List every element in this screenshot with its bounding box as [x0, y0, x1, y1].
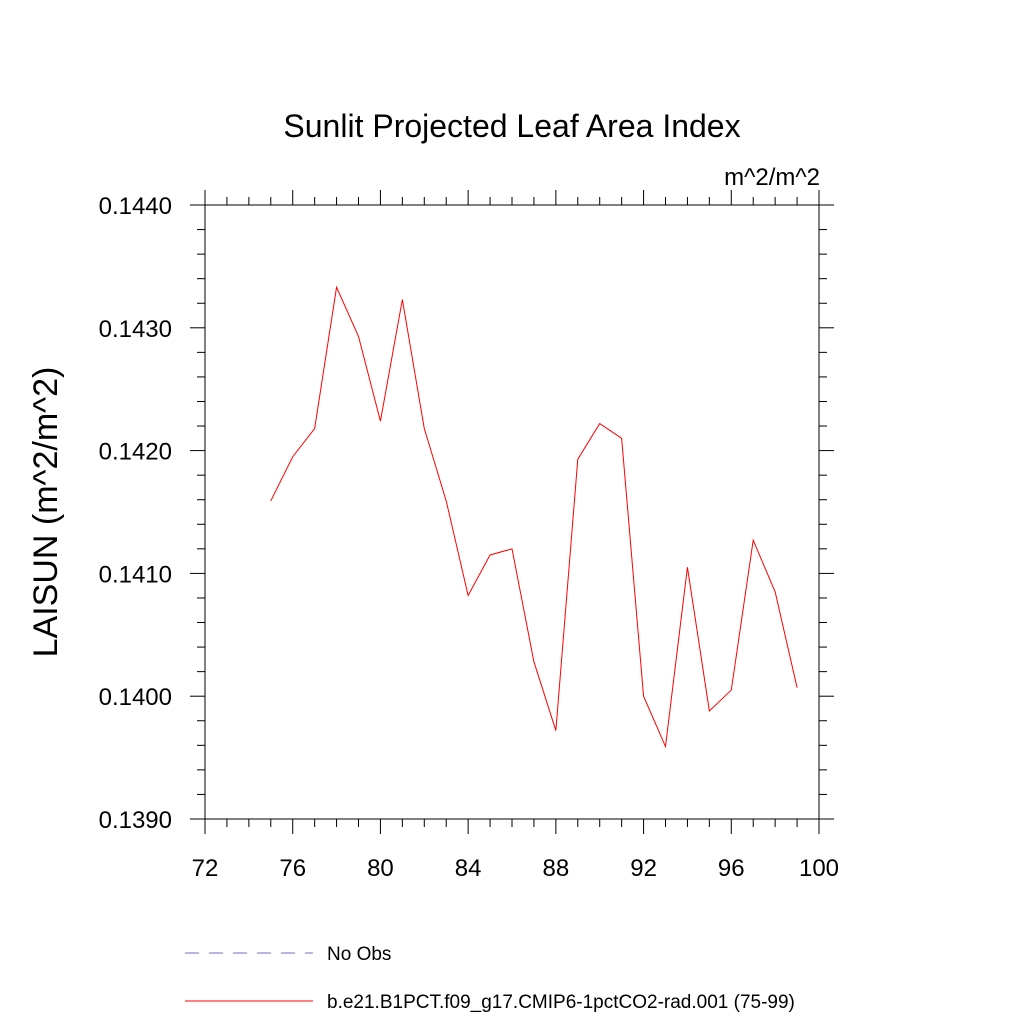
y-tick-label: 0.1400 — [99, 684, 172, 711]
y-axis-label: LAISUN (m^2/m^2) — [27, 367, 65, 658]
chart-title: Sunlit Projected Leaf Area Index — [283, 108, 740, 144]
x-tick-label: 92 — [630, 855, 657, 882]
series-line-1 — [270, 285, 798, 749]
units-label: m^2/m^2 — [724, 164, 820, 191]
x-tick-label: 76 — [279, 855, 306, 882]
legend: No Obs b.e21.B1PCT.f09_g17.CMIP6-1pctCO2-… — [185, 944, 795, 1013]
x-tick-label: 72 — [192, 855, 219, 882]
x-tick-label: 88 — [543, 855, 570, 882]
plot-frame — [204, 204, 820, 820]
plot-area — [270, 285, 798, 749]
y-tick-label: 0.1420 — [99, 439, 172, 466]
y-tick-label: 0.1440 — [99, 193, 172, 220]
legend-label-1: b.e21.B1PCT.f09_g17.CMIP6-1pctCO2-rad.00… — [327, 992, 795, 1013]
y-tick-label: 0.1390 — [99, 807, 172, 834]
x-tick-label: 84 — [455, 855, 482, 882]
legend-label-0: No Obs — [327, 944, 391, 965]
x-tick-label: 100 — [799, 855, 839, 882]
y-tick-label: 0.1430 — [99, 316, 172, 343]
y-tick-label: 0.1410 — [99, 561, 172, 588]
x-tick-label: 96 — [718, 855, 745, 882]
x-tick-label: 80 — [367, 855, 394, 882]
axis-ticks: 72 76 80 84 88 92 96 100 0.1390 0.1400 0.1410 0.142… — [99, 190, 839, 882]
